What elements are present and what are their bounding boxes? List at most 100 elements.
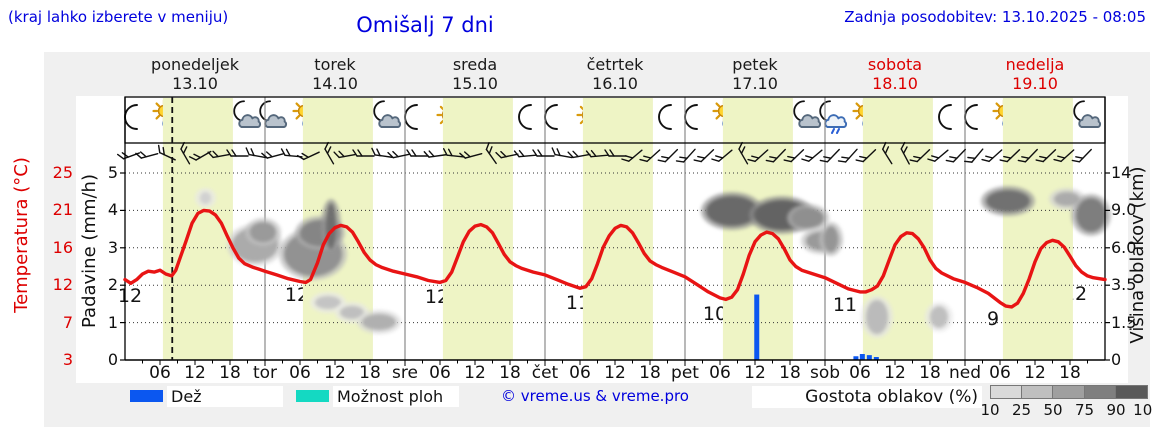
x-tick-17: 12 bbox=[744, 363, 766, 383]
day-date: 19.10 bbox=[1012, 74, 1058, 93]
x-tick-16: 06 bbox=[709, 363, 731, 383]
rain-legend-label: Dež bbox=[167, 386, 283, 407]
precip-tick-4: 4 bbox=[107, 200, 118, 220]
cloud-tick-14: 14 bbox=[1111, 163, 1132, 182]
x-tick-6: 18 bbox=[359, 363, 381, 383]
day-header-petek: petek 17.10 bbox=[685, 55, 825, 95]
day-date: 16.10 bbox=[592, 74, 638, 93]
x-tick-19: sob bbox=[809, 363, 841, 383]
x-tick-4: 06 bbox=[289, 363, 311, 383]
day-header-ponedeljek: ponedeljek 13.10 bbox=[125, 55, 265, 95]
day-header-nedelja: nedelja 19.10 bbox=[965, 55, 1105, 95]
cloud-tick-9.0: 9.0 bbox=[1111, 200, 1137, 220]
x-tick-12: 06 bbox=[569, 363, 591, 383]
x-tick-26: 18 bbox=[1059, 363, 1081, 383]
day-name: petek bbox=[732, 55, 778, 74]
day-header-četrtek: četrtek 16.10 bbox=[545, 55, 685, 95]
x-tick-0: 06 bbox=[149, 363, 171, 383]
day-header-strip bbox=[44, 52, 1150, 96]
cloud-height-axis-label: Višina oblakov (km) bbox=[1127, 166, 1148, 344]
temp-value-label: 10 bbox=[702, 303, 728, 325]
cloud-scale-tick-100: 100 bbox=[1133, 401, 1152, 419]
x-tick-9: 12 bbox=[464, 363, 486, 383]
temp-value-label: 12 bbox=[117, 285, 143, 307]
cloud-tick-1.5: 1.5 bbox=[1111, 312, 1137, 332]
precip-tick-1: 1 bbox=[107, 312, 118, 332]
precip-tick-2: 2 bbox=[107, 275, 118, 295]
x-tick-1: 12 bbox=[184, 363, 206, 383]
day-name: sobota bbox=[867, 55, 923, 74]
day-date: 14.10 bbox=[312, 74, 358, 93]
cloud-axis-strip bbox=[1128, 52, 1150, 415]
cloud-scale-segment bbox=[1084, 385, 1116, 399]
x-tick-10: 18 bbox=[499, 363, 521, 383]
x-tick-8: 06 bbox=[429, 363, 451, 383]
moon-cloud-icon bbox=[1066, 100, 1104, 134]
precip-tick-0: 0 bbox=[107, 350, 118, 369]
page-title: Omišalj 7 dni bbox=[356, 13, 494, 37]
cloud-scale-segment bbox=[990, 385, 1022, 399]
day-date: 13.10 bbox=[172, 74, 218, 93]
cloud-scale-segment bbox=[1021, 385, 1053, 399]
showers-legend-label: Možnost ploh bbox=[333, 386, 459, 407]
cloud-scale-tick-90: 90 bbox=[1106, 401, 1126, 419]
temp-value-label: 11 bbox=[832, 294, 858, 316]
x-tick-25: 12 bbox=[1024, 363, 1046, 383]
day-date: 18.10 bbox=[872, 74, 918, 93]
moon-icon bbox=[532, 100, 570, 134]
x-tick-22: 18 bbox=[919, 363, 941, 383]
temp-tick-21: 21 bbox=[52, 200, 73, 220]
x-tick-23: ned bbox=[948, 363, 982, 383]
last-update: Zadnja posodobitev: 13.10.2025 - 08:05 bbox=[844, 8, 1146, 26]
day-name: torek bbox=[314, 55, 356, 74]
day-name: ponedeljek bbox=[151, 55, 239, 74]
x-tick-13: 12 bbox=[604, 363, 626, 383]
cloud-scale-tick-50: 50 bbox=[1043, 401, 1063, 419]
day-name: sreda bbox=[452, 55, 498, 74]
cloud-scale-segment bbox=[1116, 385, 1148, 399]
moon-icon bbox=[672, 100, 710, 134]
day-name: četrtek bbox=[586, 55, 644, 74]
day-name: nedelja bbox=[1005, 55, 1065, 74]
moon-rain-icon bbox=[812, 100, 850, 134]
temp-tick-25: 25 bbox=[52, 163, 73, 182]
x-tick-14: 18 bbox=[639, 363, 661, 383]
temp-tick-7: 7 bbox=[62, 312, 73, 332]
cloud-tick-6.0: 6.0 bbox=[1111, 237, 1137, 257]
moon-cloud-icon bbox=[786, 100, 824, 134]
temp-tick-3: 3 bbox=[62, 350, 73, 369]
cloud-scale-tick-10: 10 bbox=[980, 401, 1000, 419]
x-tick-5: 12 bbox=[324, 363, 346, 383]
x-tick-2: 18 bbox=[219, 363, 241, 383]
moon-icon bbox=[646, 100, 684, 134]
temp-axis-strip bbox=[44, 52, 76, 427]
day-date: 15.10 bbox=[452, 74, 498, 93]
showers-legend-swatch bbox=[296, 390, 329, 402]
temperature-axis-label: Temperatura (°C) bbox=[11, 157, 32, 313]
x-tick-21: 12 bbox=[884, 363, 906, 383]
cloud-tick-0: 0 bbox=[1111, 350, 1122, 369]
x-tick-11: čet bbox=[531, 363, 559, 383]
x-tick-18: 18 bbox=[779, 363, 801, 383]
menu-hint: (kraj lahko izberete v meniju) bbox=[8, 8, 229, 26]
moon-cloud-icon bbox=[252, 100, 290, 134]
cloud-scale-segment bbox=[1053, 385, 1085, 399]
rain-legend-swatch bbox=[130, 390, 163, 402]
cloud-scale-tick-25: 25 bbox=[1011, 401, 1032, 419]
moon-icon bbox=[112, 100, 150, 134]
day-header-torek: torek 14.10 bbox=[265, 55, 405, 95]
cloud-tick-3.5: 3.5 bbox=[1111, 275, 1137, 295]
x-tick-20: 06 bbox=[849, 363, 871, 383]
temp-tick-16: 16 bbox=[52, 237, 73, 257]
moon-icon bbox=[392, 100, 430, 134]
cloud-scale-label: Gostota oblakov (%) bbox=[752, 386, 982, 408]
x-tick-3: tor bbox=[252, 363, 278, 383]
precip-tick-3: 3 bbox=[107, 237, 118, 257]
x-tick-15: pet bbox=[671, 363, 699, 383]
day-header-sobota: sobota 18.10 bbox=[825, 55, 965, 95]
moon-icon bbox=[506, 100, 544, 134]
copyright-link[interactable]: © vreme.us & vreme.pro bbox=[501, 387, 689, 405]
x-tick-7: sre bbox=[392, 363, 418, 383]
